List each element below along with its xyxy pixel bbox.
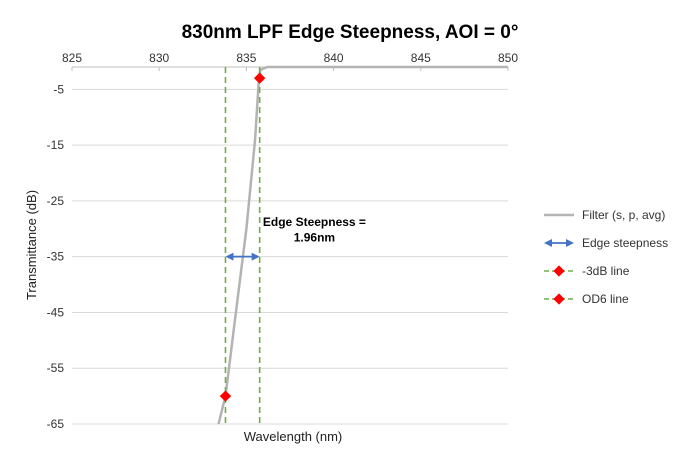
x-tick-label: 830 (149, 51, 169, 65)
legend-item: Edge steepness (544, 236, 668, 250)
y-tick-labels: -5 -15 -25 -35 -45 -55 -65 (47, 82, 65, 431)
series-edge-arrow-right-head (251, 252, 260, 261)
annotation-text: Edge Steepness = (263, 215, 366, 229)
x-tick-label: 840 (324, 51, 344, 65)
y-axis-label: Transmittance (dB) (24, 190, 39, 300)
y-tick-label: -25 (47, 194, 65, 208)
x-tick-label: 850 (498, 51, 518, 65)
legend-item: Filter (s, p, avg) (544, 208, 665, 222)
x-tick-labels: 825 830 835 840 845 850 (62, 51, 518, 65)
x-tick-label: 835 (236, 51, 256, 65)
y-tick-label: -5 (53, 82, 64, 96)
legend-label: Filter (s, p, avg) (582, 208, 665, 222)
legend-label: Edge steepness (582, 236, 668, 250)
y-tick-label: -65 (47, 417, 65, 431)
series-marker-2 (253, 72, 266, 84)
x-axis-label: Wavelength (nm) (244, 429, 343, 444)
annotation-text: 1.96nm (294, 231, 335, 245)
series-marker-3 (219, 390, 232, 402)
plot-marks (217, 65, 508, 425)
grid (71, 66, 509, 425)
series-edge-arrow-left-head (225, 252, 234, 261)
annotations: Edge Steepness = 1.96nm (263, 215, 366, 245)
y-tick-label: -35 (47, 250, 65, 264)
legend-label: -3dB line (582, 264, 630, 278)
legend-item: -3dB line (544, 264, 630, 278)
legend-label: OD6 line (582, 292, 629, 306)
legend-item: OD6 line (544, 292, 629, 306)
y-tick-label: -15 (47, 138, 65, 152)
y-tick-label: -55 (47, 361, 65, 375)
y-tick-label: -45 (47, 305, 65, 319)
legend-swatch-head-right (566, 239, 574, 247)
series-filter-line (217, 65, 508, 425)
x-tick-label: 845 (411, 51, 431, 65)
x-tick-label: 825 (62, 51, 82, 65)
legend-swatch-head-left (544, 239, 552, 247)
legend: Filter (s, p, avg) Edge steepness -3dB lin… (544, 208, 668, 306)
legend-marker (553, 293, 565, 305)
chart-title: 830nm LPF Edge Steepness, AOI = 0° (182, 22, 519, 43)
legend-marker (553, 265, 565, 277)
